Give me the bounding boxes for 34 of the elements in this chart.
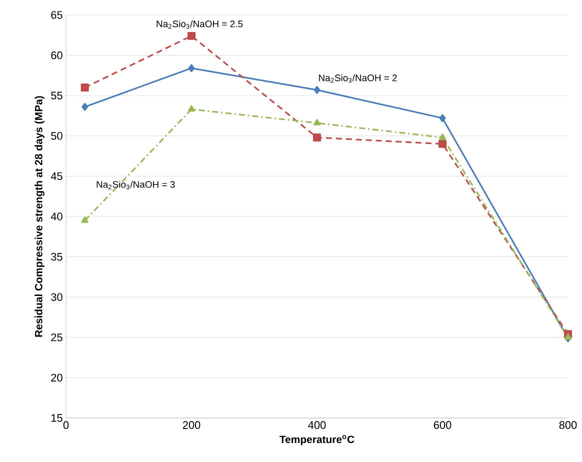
point (439, 114, 446, 122)
y-tick-label: 50 (51, 132, 62, 140)
point (80, 84, 89, 92)
series-label: Na$_{2}$Sio$_{3}$/NaOH = 3 (96, 180, 175, 190)
y-tick-label: 20 (51, 374, 62, 382)
point (314, 86, 320, 94)
y-tick-label: 25 (51, 334, 62, 342)
y-axis-title: Residual Compressive strength at 28 days (MPa) (34, 96, 44, 337)
y-tick-label: 15 (51, 414, 62, 422)
x-tick-label: 800 (559, 421, 577, 429)
series-label: Na$_{2}$Sio$_{3}$/NaOH = 2 (318, 74, 397, 83)
y-tick-label: 45 (50, 172, 62, 180)
point (188, 64, 195, 72)
y-tick-label: 35 (51, 252, 62, 261)
point (188, 32, 196, 40)
x-tick-label: 400 (308, 421, 326, 429)
point (438, 140, 446, 148)
x-tick-label: 200 (182, 421, 200, 429)
x-axis-title: Temperature$^{o}$C (280, 435, 354, 446)
point (82, 102, 88, 111)
x-tick-label: 600 (434, 421, 452, 429)
y-tick-label: 30 (51, 293, 62, 301)
y-tick-label: 55 (51, 92, 62, 100)
point (188, 105, 196, 112)
y-tick-label: 60 (51, 51, 62, 60)
point (438, 134, 446, 140)
point (313, 119, 321, 126)
series-label: Na$_{2}$Sio$_{3}$/NaOH = 2.5 (156, 20, 243, 29)
y-tick-label: 40 (50, 212, 62, 220)
y-tick-label: 65 (51, 11, 62, 19)
x-tick-label: 0 (63, 421, 69, 429)
point (81, 216, 88, 223)
point (564, 333, 572, 340)
point (313, 134, 321, 142)
